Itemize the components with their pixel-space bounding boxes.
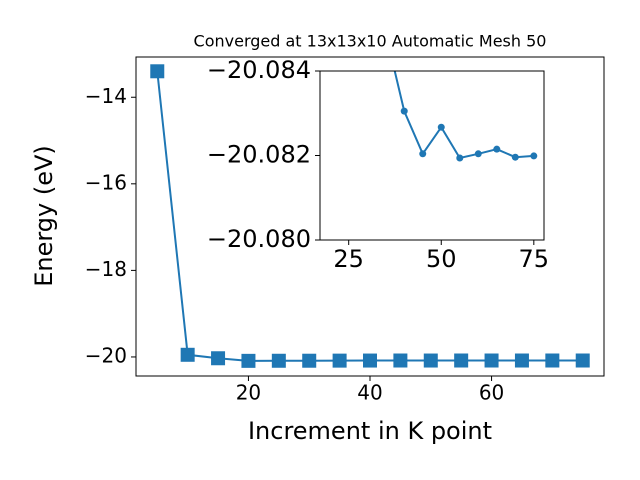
data-point — [211, 351, 226, 366]
y-tick-label: −20 — [85, 343, 127, 367]
data-point — [511, 153, 519, 161]
data-point — [545, 353, 560, 368]
data-point — [419, 150, 427, 158]
x-tick-label: 40 — [357, 381, 382, 405]
chart-title: Converged at 13x13x10 Automatic Mesh 50 — [194, 32, 547, 51]
x-axis-label: Increment in K point — [248, 417, 492, 445]
data-point — [454, 353, 469, 368]
data-point — [456, 154, 464, 162]
x-tick-label: 75 — [519, 245, 550, 273]
data-point — [363, 353, 377, 368]
data-point — [530, 152, 538, 160]
x-tick-label: 25 — [333, 245, 364, 273]
plot-content — [393, 71, 538, 162]
y-tick-label: −20.084 — [207, 56, 311, 84]
data-point — [180, 347, 195, 362]
data-point — [575, 353, 590, 368]
data-point — [493, 145, 501, 153]
data-point — [332, 353, 347, 368]
y-axis-label: Energy (eV) — [30, 145, 58, 287]
plot-content — [150, 64, 590, 368]
data-point — [474, 150, 482, 158]
data-point — [241, 353, 256, 368]
x-tick-label: 20 — [236, 381, 261, 405]
x-tick-label: 60 — [479, 381, 504, 405]
y-tick-label: −18 — [85, 257, 127, 281]
data-point — [302, 353, 317, 368]
data-point — [437, 123, 445, 131]
data-point — [514, 353, 529, 368]
data-point — [271, 353, 286, 368]
data-point — [393, 353, 408, 368]
data-point — [423, 353, 438, 368]
data-point — [150, 64, 165, 79]
plot-area — [320, 71, 544, 240]
data-point — [400, 107, 408, 115]
y-tick-label: −14 — [85, 84, 127, 108]
y-tick-label: −16 — [85, 170, 127, 194]
y-tick-label: −20.082 — [207, 141, 311, 169]
x-tick-label: 50 — [426, 245, 457, 273]
data-point — [484, 353, 499, 368]
y-tick-label: −20.080 — [207, 225, 311, 253]
